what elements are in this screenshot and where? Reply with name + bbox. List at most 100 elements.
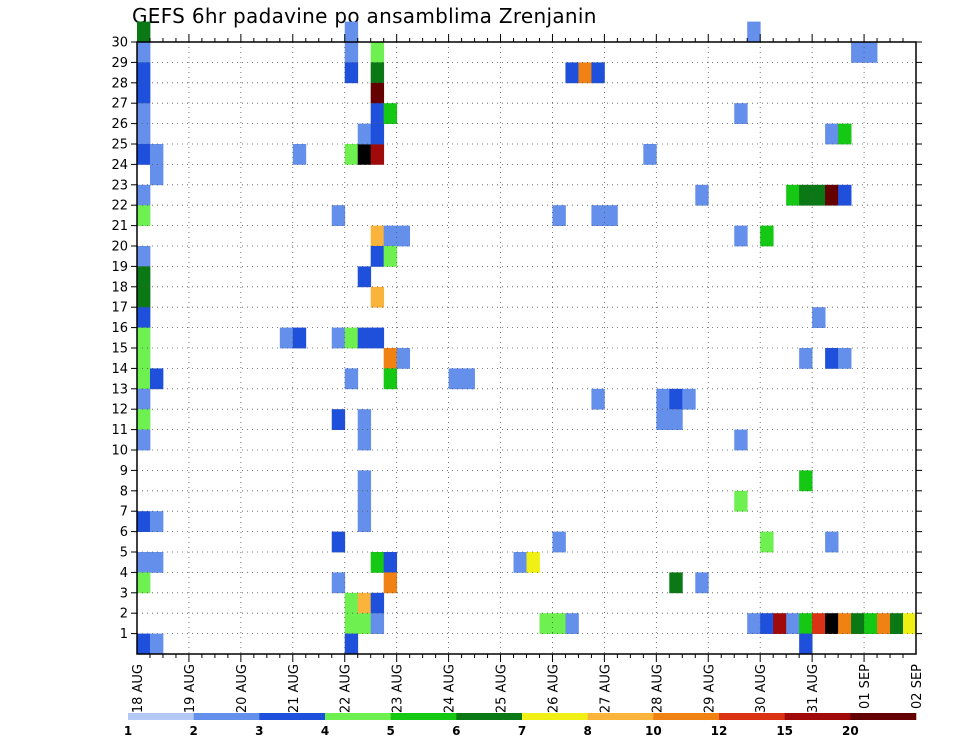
y-tick-label: 6 — [120, 525, 128, 540]
x-tick-label: 23 AUG — [391, 664, 406, 713]
x-tick-label: 29 AUG — [702, 664, 717, 713]
heatmap-cell — [370, 592, 385, 614]
heatmap-cell — [149, 144, 164, 165]
heatmap-cell — [877, 613, 891, 634]
heatmap-cell — [578, 62, 592, 84]
y-tick-label: 11 — [111, 423, 128, 438]
y-tick-label: 26 — [111, 117, 128, 132]
heatmap-cell — [370, 82, 385, 104]
heatmap-cell — [799, 184, 813, 206]
heatmap-cell — [137, 327, 151, 349]
y-tick-label: 19 — [111, 260, 128, 275]
colorbar-swatch — [390, 713, 457, 720]
heatmap-cell — [786, 613, 800, 634]
heatmap-cell — [734, 429, 748, 451]
heatmap-cell — [370, 286, 385, 308]
y-tick-label: 4 — [120, 566, 128, 581]
heatmap-cell — [137, 123, 151, 145]
heatmap-cell — [149, 633, 164, 655]
heatmap-cell — [825, 123, 839, 145]
heatmap-cell — [656, 388, 670, 410]
x-axis: 18 AUG 19 AUG 20 AUG 21 AUG 22 AUG 23 AUG 24 A… — [131, 34, 925, 713]
heatmap-cell — [799, 348, 813, 369]
heatmap-cell — [370, 42, 385, 63]
y-tick-label: 21 — [111, 219, 128, 234]
heatmap-cell — [812, 184, 826, 206]
heatmap-cell — [695, 184, 709, 206]
heatmap-cell — [357, 409, 372, 430]
heatmap-cell — [396, 225, 411, 247]
y-tick-label: 25 — [111, 138, 128, 153]
y-tick-label: 10 — [111, 444, 128, 459]
heatmap-cell — [773, 613, 787, 634]
x-tick-label: 18 AUG — [131, 664, 146, 713]
heatmap-cell — [292, 327, 307, 349]
heatmap-cell — [825, 613, 839, 634]
heatmap-cell — [357, 613, 372, 634]
heatmap-cell — [526, 552, 540, 573]
colorbar-swatch — [259, 713, 326, 720]
heatmap-cell — [591, 62, 605, 84]
x-tick-label: 19 AUG — [183, 664, 198, 713]
y-tick-label: 30 — [111, 36, 128, 51]
heatmap-cell — [539, 613, 553, 634]
colorbar-swatch — [456, 713, 523, 720]
y-tick-label: 1 — [120, 627, 128, 642]
colorbar-swatch — [522, 713, 588, 720]
y-tick-label: 20 — [111, 240, 128, 255]
colorbar-label: 4 — [321, 724, 329, 738]
heatmap-cell — [552, 531, 566, 553]
colorbar-swatch — [128, 713, 194, 720]
heatmap-cell — [799, 633, 813, 655]
colorbar-swatch — [653, 713, 720, 720]
heatmap-cell — [370, 552, 385, 573]
heatmap-cell — [137, 286, 151, 308]
colorbar-label: 8 — [583, 724, 591, 738]
heatmap-cell — [734, 490, 748, 512]
heatmap-cell — [669, 572, 683, 594]
y-tick-label: 23 — [111, 178, 128, 193]
colorbar-swatch — [784, 713, 851, 720]
heatmap-cell — [137, 633, 151, 655]
heatmap-cell — [344, 144, 359, 165]
heatmap-cell — [357, 144, 372, 165]
heatmap-cell — [292, 144, 307, 165]
heatmap-cell — [370, 613, 385, 634]
heatmap-cell — [370, 123, 385, 145]
heatmap-cell — [786, 184, 800, 206]
heatmap-cell — [137, 246, 151, 267]
x-tick-label: 01 SEP — [858, 664, 873, 709]
heatmap-cell — [864, 613, 878, 634]
colorbar-label: 3 — [255, 724, 263, 738]
heatmap-cell — [344, 62, 359, 84]
y-tick-label: 27 — [111, 97, 128, 112]
heatmap-cell — [137, 42, 151, 63]
heatmap-cell — [357, 470, 372, 492]
heatmap-cell — [396, 348, 411, 369]
heatmap-cell — [331, 205, 346, 226]
heatmap-cell — [279, 327, 294, 349]
heatmap-cell — [851, 613, 865, 634]
heatmap-cell — [383, 572, 398, 594]
heatmap-cell — [747, 21, 761, 43]
heatmap-cell — [695, 572, 709, 594]
heatmap-cell — [331, 572, 346, 594]
heatmap-cell — [591, 388, 605, 410]
heatmap-cell — [591, 205, 605, 226]
heatmap-cell — [838, 184, 852, 206]
heatmap-cell — [344, 42, 359, 63]
colorbar-swatch — [587, 713, 654, 720]
heatmap-cell — [864, 42, 878, 63]
colorbar: 1 2 3 4 5 6 7 8 10 12 15 20 — [124, 713, 917, 738]
x-tick-label: 30 AUG — [754, 664, 769, 713]
heatmap-cell — [137, 552, 151, 573]
heatmap-cell — [331, 409, 346, 430]
heatmap-cell — [760, 225, 774, 247]
heatmap-cell — [825, 184, 839, 206]
y-tick-label: 8 — [120, 484, 128, 499]
heatmap-cell — [137, 368, 151, 390]
heatmap-cell — [149, 552, 164, 573]
colorbar-label: 12 — [711, 724, 728, 738]
heatmap-cell — [137, 103, 151, 124]
heatmap-cell — [357, 490, 372, 512]
